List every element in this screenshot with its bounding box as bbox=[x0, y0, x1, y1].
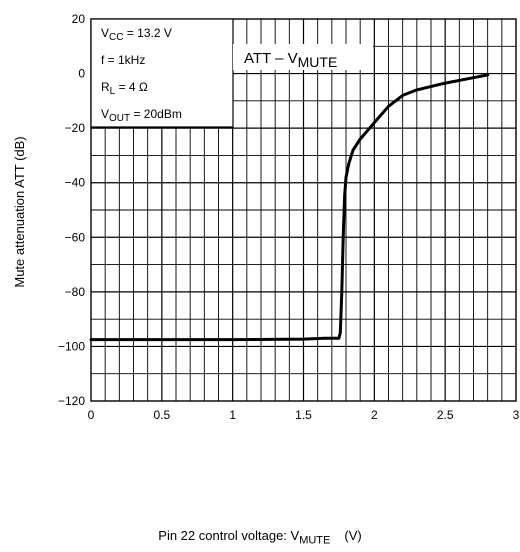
chart-svg: 0 0.5 1 1.5 2 2.5 3 20 0 −20 −40 −60 −80 −100 −120 VCC… bbox=[12, 12, 520, 422]
x-tick-label: 3 bbox=[513, 408, 520, 422]
conditions-box bbox=[90, 18, 234, 128]
condition-rl: RL = 4 Ω bbox=[101, 80, 148, 97]
y-axis-label: Mute attenuation ATT (dB) bbox=[12, 136, 27, 287]
y-tick-label: −100 bbox=[58, 339, 85, 353]
x-tick-label: 1 bbox=[229, 408, 236, 422]
condition-freq: f = 1kHz bbox=[101, 53, 145, 67]
x-tick-label: 0.5 bbox=[153, 408, 170, 422]
y-tick-label: −40 bbox=[65, 176, 86, 190]
y-tick-label: −80 bbox=[65, 285, 86, 299]
y-tick-label: −60 bbox=[65, 230, 86, 244]
y-tick-label: −120 bbox=[58, 394, 85, 408]
y-tick-label: 0 bbox=[78, 67, 85, 81]
chart-title: ATT – VMUTE bbox=[244, 50, 337, 70]
x-tick-label: 2.5 bbox=[437, 408, 454, 422]
plot-frame bbox=[90, 18, 517, 402]
y-tick-label: 20 bbox=[72, 12, 86, 26]
series-line bbox=[89, 73, 490, 342]
x-tick-label: 0 bbox=[88, 408, 95, 422]
x-tick-label: 2 bbox=[371, 408, 378, 422]
y-tick-label: −20 bbox=[65, 121, 86, 135]
x-tick-label: 1.5 bbox=[295, 408, 312, 422]
condition-vout: VOUT = 20dBm bbox=[101, 107, 182, 124]
curve-layer bbox=[89, 73, 490, 342]
ticks: 0 0.5 1 1.5 2 2.5 3 20 0 −20 −40 −60 −80 −100 −120 bbox=[58, 12, 520, 422]
x-axis-label: Pin 22 control voltage: VMUTE (V) bbox=[158, 528, 362, 547]
title-box bbox=[233, 44, 373, 70]
condition-vcc: VCC = 13.2 V bbox=[101, 26, 172, 43]
